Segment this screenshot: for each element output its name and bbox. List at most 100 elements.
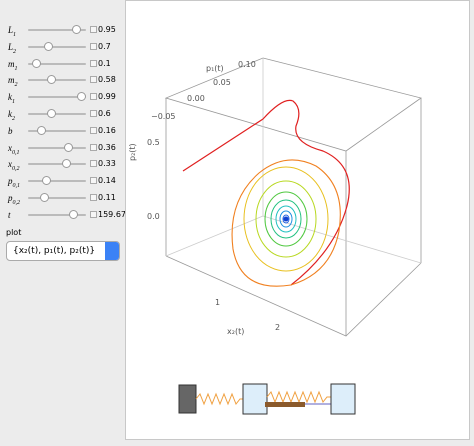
end-point	[283, 216, 289, 222]
label-subscript: 2	[13, 48, 17, 55]
label-symbol: m	[8, 75, 15, 86]
slider-track[interactable]	[28, 209, 86, 219]
p1-tick: 0.10	[238, 60, 256, 69]
label-symbol: L	[8, 41, 14, 52]
label-subscript: 0,1	[12, 182, 21, 189]
p2-axis-label: p₂(t)	[128, 143, 137, 161]
label-subscript: 0,2	[12, 199, 21, 206]
slider-track[interactable]	[28, 25, 86, 34]
slider-label: L1	[8, 25, 16, 38]
slider-expand[interactable]	[90, 177, 97, 185]
slider-label: L2	[8, 42, 16, 55]
slider-value: 0.7	[98, 41, 111, 51]
slider-track[interactable]	[28, 159, 86, 169]
slider-expand[interactable]	[90, 93, 97, 101]
slider-thumb[interactable]	[32, 58, 41, 68]
slider-expand[interactable]	[90, 194, 97, 201]
slider-value: 0.16	[98, 125, 116, 135]
p2-tick: 0.0	[147, 212, 160, 221]
slider-track[interactable]	[28, 125, 86, 135]
slider-thumb[interactable]	[47, 109, 56, 118]
plot-3d: p₁(t) 0.10 0.05 0.00 −0.05 p₂(t) 0.5 0.0…	[128, 57, 422, 415]
label-symbol: x	[8, 142, 12, 153]
slider-value: 0.6	[98, 109, 111, 118]
label-subscript: 1	[13, 31, 17, 38]
slider-row: t 159.67	[4, 207, 126, 223]
slider-thumb[interactable]	[42, 176, 51, 186]
slider-thumb[interactable]	[72, 25, 81, 34]
slider-label: k1	[8, 92, 15, 105]
slider-row: m1 0.1	[4, 56, 122, 72]
label-symbol: t	[8, 209, 11, 220]
slider-track[interactable]	[28, 176, 86, 186]
slider-expand[interactable]	[90, 26, 97, 33]
slider-thumb[interactable]	[40, 193, 49, 202]
label-subscript: 1	[12, 98, 15, 105]
plot-dropdown[interactable]: {x₂(t), p₁(t), p₂(t)}	[6, 241, 120, 261]
slider-value: 0.1	[98, 58, 111, 68]
slider-value: 0.58	[98, 75, 116, 85]
slider-value: 0.95	[98, 25, 116, 34]
spring-diagram	[178, 383, 356, 415]
slider-thumb[interactable]	[69, 209, 78, 219]
label-subscript: 0,1	[12, 149, 20, 156]
slider-value: 0.11	[98, 193, 116, 202]
trajectory-red	[182, 99, 350, 286]
slider-value: 0.36	[98, 142, 116, 152]
label-symbol: k	[8, 92, 12, 103]
trajectory-orange	[231, 159, 341, 287]
slider-row: x0,2 0.33	[4, 156, 122, 172]
slider-expand[interactable]	[90, 143, 97, 151]
slider-expand[interactable]	[90, 160, 97, 168]
slider-track[interactable]	[28, 109, 86, 118]
slider-track[interactable]	[28, 41, 86, 51]
slider-track[interactable]	[28, 75, 86, 85]
label-symbol: x	[8, 159, 12, 170]
x2-tick: 1	[215, 298, 220, 307]
label-subscript: 0,2	[12, 166, 20, 173]
label-symbol: p	[8, 193, 13, 203]
label-symbol: k	[8, 109, 12, 119]
slider-expand[interactable]	[90, 59, 97, 67]
slider-label: m1	[8, 59, 18, 72]
slider-row: x0,1 0.36	[4, 140, 122, 156]
plot-label: plot	[6, 228, 22, 237]
slider-track[interactable]	[28, 142, 86, 152]
p1-tick: −0.05	[151, 112, 176, 121]
slider-thumb[interactable]	[62, 159, 71, 169]
label-symbol: m	[8, 58, 15, 69]
slider-row: L2 0.7	[4, 39, 122, 55]
slider-thumb[interactable]	[77, 92, 86, 102]
slider-track[interactable]	[28, 58, 86, 68]
output-panel: p₁(t) 0.10 0.05 0.00 −0.05 p₂(t) 0.5 0.0…	[125, 0, 470, 440]
slider-value: 159.67	[98, 209, 126, 219]
trajectory-spiral	[243, 166, 329, 272]
slider-label: b	[8, 126, 13, 136]
slider-label: p0,1	[8, 176, 20, 189]
label-symbol: b	[8, 125, 13, 136]
slider-expand[interactable]	[90, 42, 97, 50]
slider-expand[interactable]	[90, 76, 97, 84]
p1-axis-label: p₁(t)	[206, 64, 224, 73]
slider-expand[interactable]	[90, 110, 97, 117]
slider-row: p0,1 0.14	[4, 173, 122, 189]
p2-tick: 0.5	[147, 138, 160, 147]
slider-thumb[interactable]	[64, 142, 73, 152]
slider-track[interactable]	[28, 92, 86, 102]
slider-expand[interactable]	[90, 126, 97, 134]
slider-label: t	[8, 210, 11, 220]
slider-expand[interactable]	[90, 210, 97, 218]
label-subscript: 2	[12, 115, 15, 122]
slider-label: k2	[8, 109, 15, 122]
slider-track[interactable]	[28, 193, 86, 202]
slider-label: x0,1	[8, 143, 20, 156]
slider-thumb[interactable]	[37, 125, 46, 135]
dropdown-arrow[interactable]	[105, 242, 119, 260]
slider-label: p0,2	[8, 193, 20, 206]
slider-value: 0.99	[98, 92, 116, 102]
slider-thumb[interactable]	[44, 41, 53, 51]
slider-thumb[interactable]	[47, 75, 56, 85]
slider-row: L1 0.95	[4, 22, 122, 38]
p1-tick: 0.05	[213, 78, 231, 87]
slider-label: m2	[8, 75, 18, 88]
